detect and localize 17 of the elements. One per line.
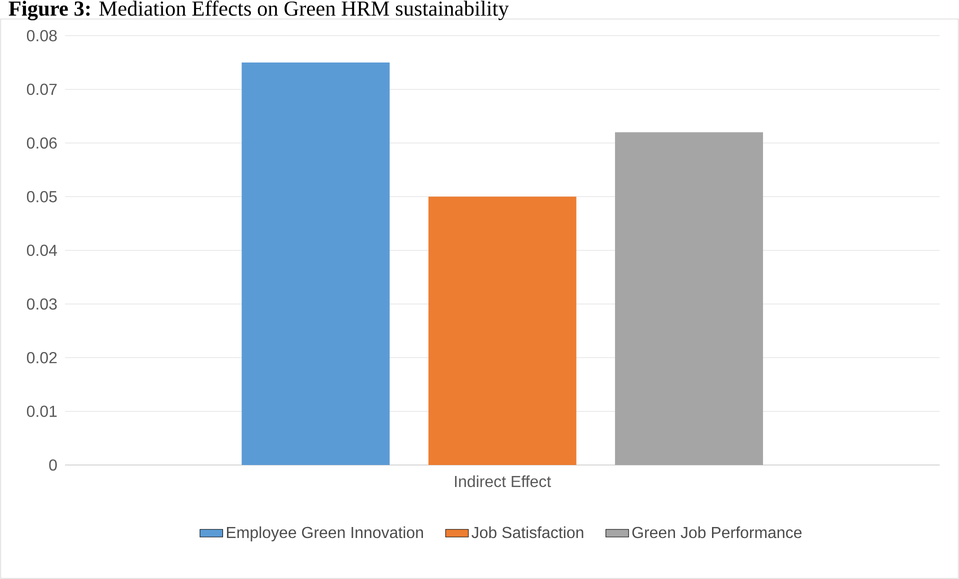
bar	[615, 132, 764, 465]
x-tick-label: Indirect Effect	[455, 475, 551, 488]
legend-label: Employee Green Innovation	[226, 526, 423, 542]
y-tick-label: 0.06	[26, 137, 57, 149]
legend-label: Job Satisfaction	[472, 526, 584, 538]
chart-title: Figure 3: Mediation Effects on Green HRM sustainability	[8, 0, 509, 20]
y-tick-label: 0.07	[26, 84, 57, 95]
y-tick-label: 0.02	[26, 352, 57, 364]
y-tick-label: 0.05	[26, 191, 57, 202]
bar	[428, 196, 576, 465]
bar	[242, 62, 390, 465]
y-tick-label: 0.08	[26, 30, 57, 42]
legend-label: Green Job Performance	[632, 526, 802, 538]
y-tick-label: 0.03	[26, 298, 57, 310]
y-tick-label: 0.01	[26, 406, 57, 417]
y-tick-label: 0.04	[26, 244, 57, 256]
y-tick-label: 0	[49, 459, 57, 471]
